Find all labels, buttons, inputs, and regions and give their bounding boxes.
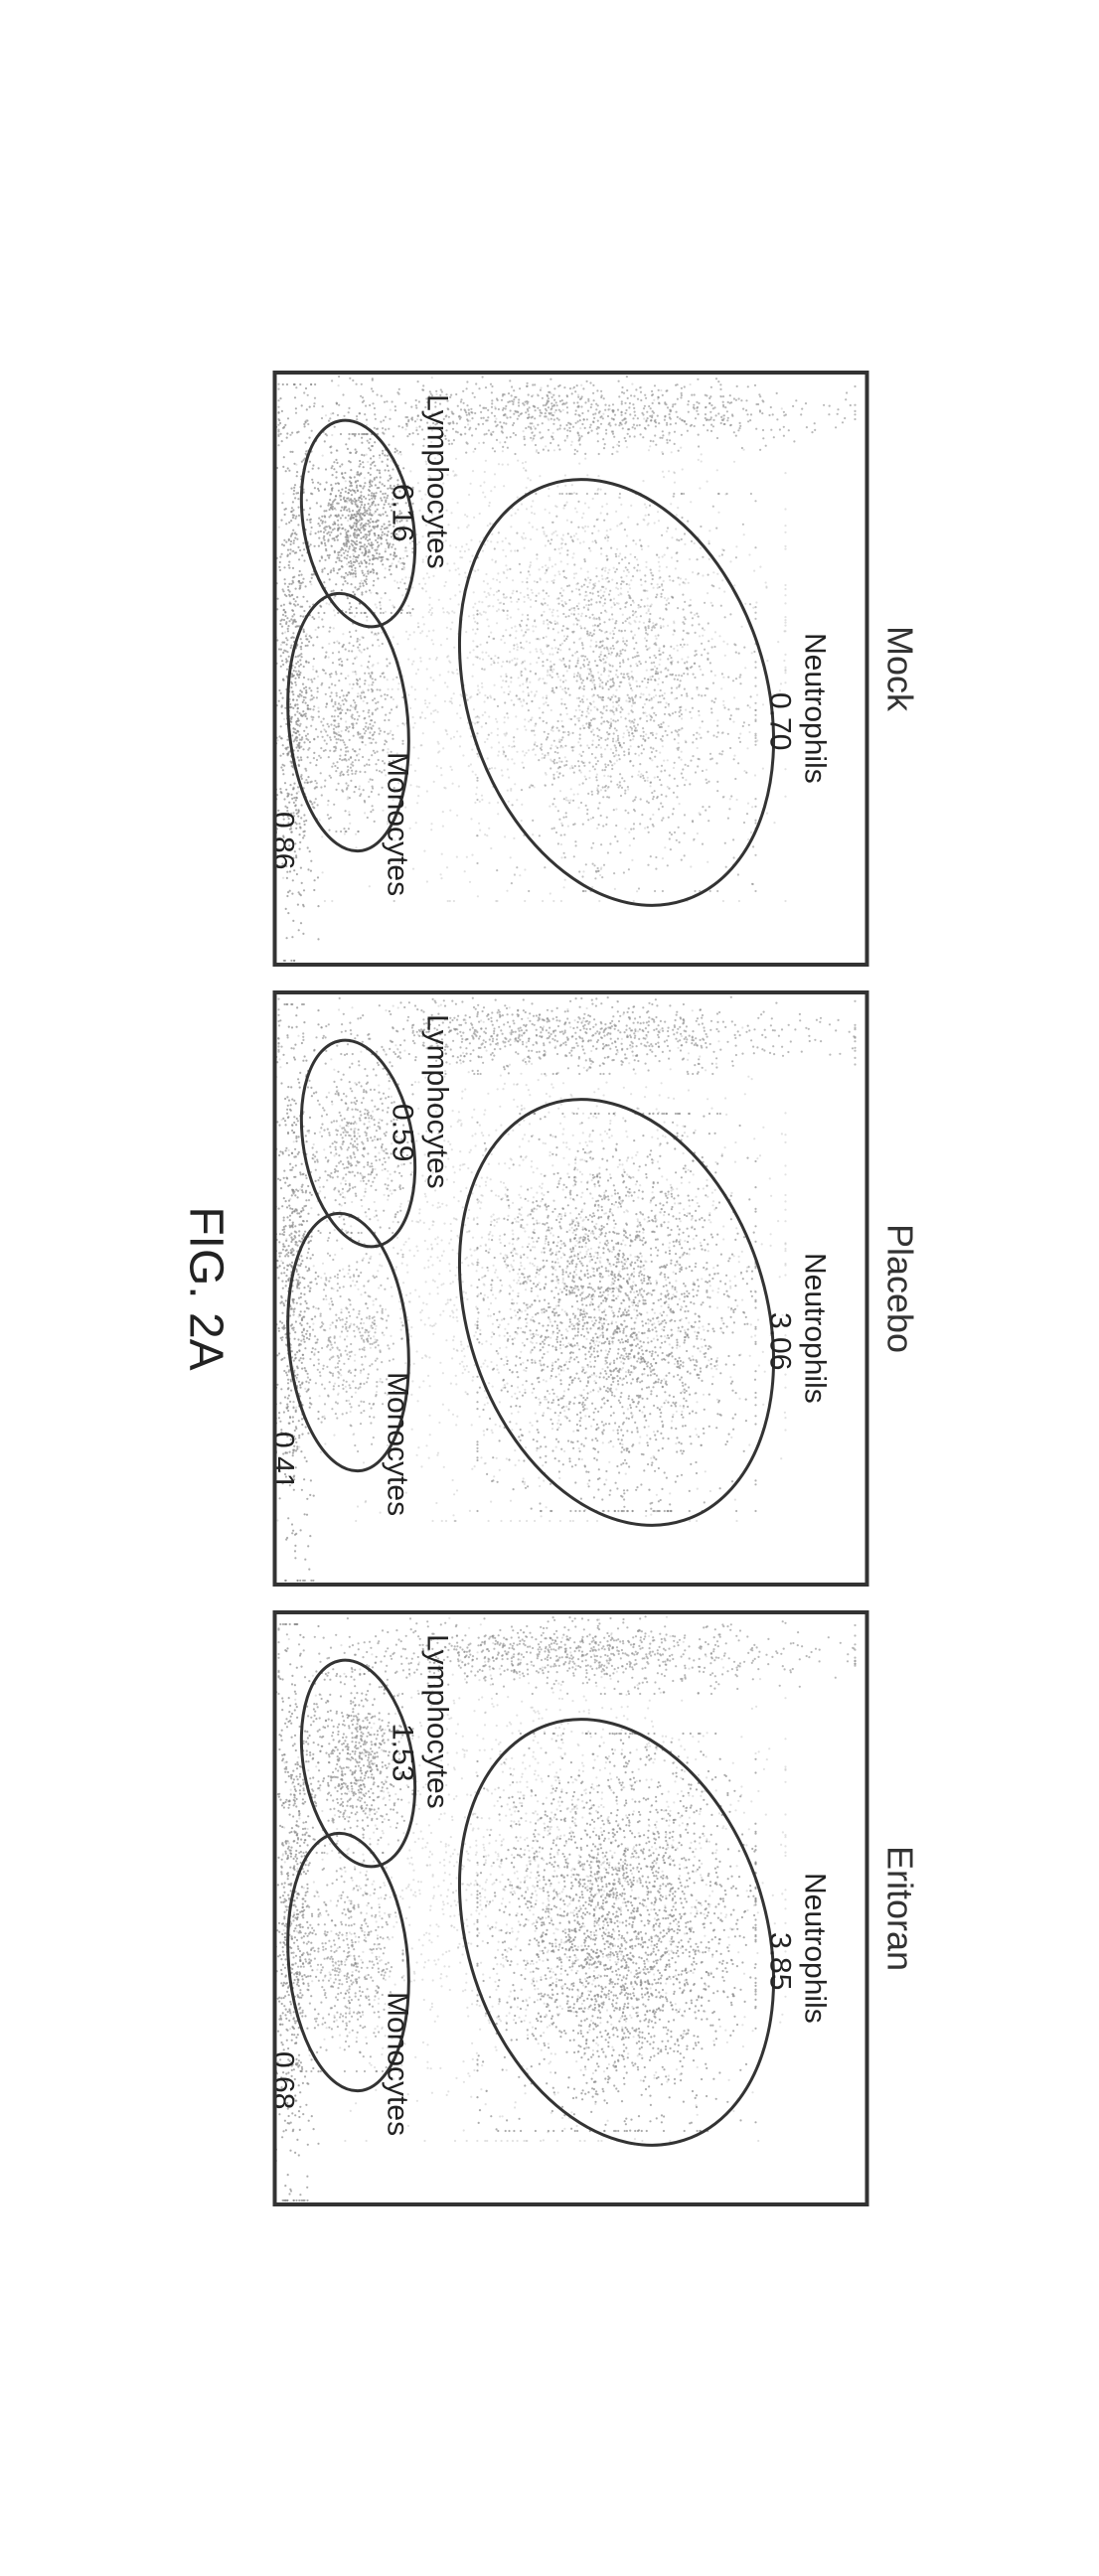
gate-lymphocytes-value: 1.53 [387, 1724, 419, 1781]
gate-monocytes-value: 0.86 [273, 812, 300, 869]
panel-title: Eritoran [879, 1845, 921, 1970]
panel-mock: Mock Neutrophils0.70 Lymphocytes6.16 Monocy… [273, 371, 921, 967]
gate-lymphocytes-value: 0.59 [387, 1104, 419, 1161]
gate-neutrophils-value: 3.06 [764, 1312, 797, 1370]
gate-monocytes-label: Monocytes [382, 752, 414, 896]
gate-neutrophils-label: Neutrophils [799, 633, 832, 784]
gate-neutrophils-label: Neutrophils [799, 1873, 832, 2024]
gate-monocytes-label: Monocytes [382, 1372, 414, 1516]
panel-box: Neutrophils0.70 Lymphocytes6.16 Monocytes 0… [273, 371, 869, 967]
gate-monocytes-label: Monocytes [382, 1992, 414, 2136]
panel-box: Neutrophils3.06 Lymphocytes0.59 Monocytes 0… [273, 990, 869, 1587]
panel-placebo: Placebo Neutrophils3.06 Lymphocytes0.59 Mon… [273, 990, 921, 1587]
figure-caption: FIG. 2A [179, 371, 234, 2206]
panel-eritoran: Eritoran Neutrophils3.85 Lymphocytes1.53 Mo… [273, 1610, 921, 2206]
panel-box: Neutrophils3.85 Lymphocytes1.53 Monocytes 0… [273, 1610, 869, 2206]
gate-neutrophils-value: 3.85 [764, 1932, 797, 1990]
gate-lymphocytes-label: Lymphocytes [421, 394, 454, 569]
panel-title: Placebo [879, 1223, 921, 1352]
gate-lymphocytes-label: Lymphocytes [421, 1634, 454, 1809]
gate-lymphocytes-value: 6.16 [387, 484, 419, 541]
gate-monocytes-value: 0.41 [273, 1432, 300, 1489]
panel-title: Mock [879, 625, 921, 710]
gate-neutrophils-value: 0.70 [764, 692, 797, 750]
gate-neutrophils-label: Neutrophils [799, 1253, 832, 1404]
figure-2a: MockNeutrophils0.70Lymphocytes6.16Monocy… [179, 371, 921, 2206]
gate-lymphocytes-label: Lymphocytes [421, 1014, 454, 1189]
gate-monocytes-value: 0.68 [273, 2051, 300, 2109]
panels-row: MockNeutrophils0.70Lymphocytes6.16Monocy… [273, 371, 921, 2206]
